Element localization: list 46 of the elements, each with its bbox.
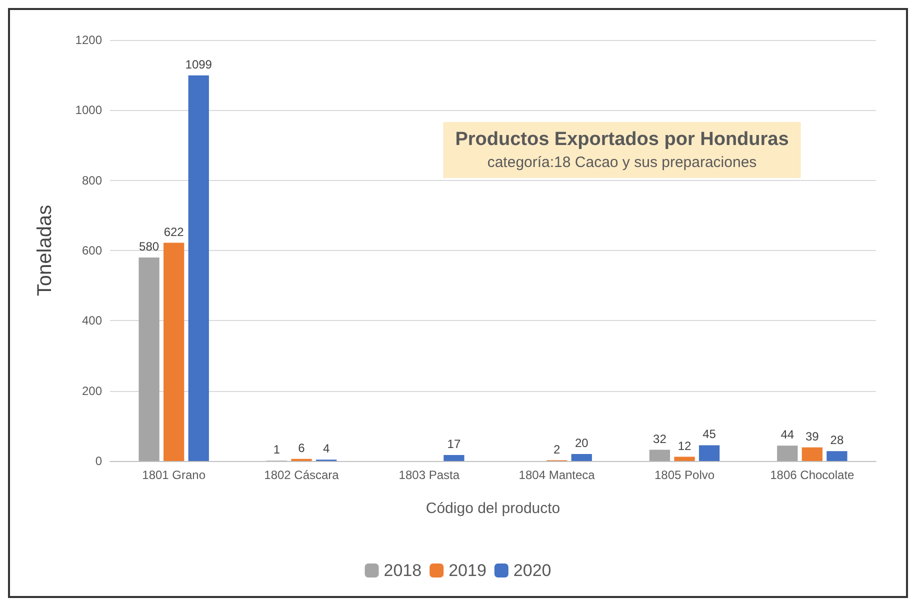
data-label: 44 xyxy=(780,428,794,442)
bar xyxy=(777,446,798,461)
x-tick-label: 1803 Pasta xyxy=(398,468,460,482)
data-label: 580 xyxy=(139,240,160,254)
legend-label: 2019 xyxy=(448,561,486,580)
data-label: 17 xyxy=(447,437,461,452)
data-label: 20 xyxy=(574,436,589,450)
x-tick-label: 1804 Manteca xyxy=(518,468,596,482)
data-label: 28 xyxy=(830,433,844,448)
y-tick-label: 800 xyxy=(82,173,102,188)
data-label: 1099 xyxy=(185,57,212,72)
y-tick-label: 1000 xyxy=(75,103,102,118)
data-label: 12 xyxy=(678,438,692,453)
legend-label: 2018 xyxy=(384,561,422,580)
legend-label: 2020 xyxy=(513,561,552,580)
data-label: 45 xyxy=(702,427,716,442)
bar xyxy=(698,445,720,461)
y-tick-label: 1200 xyxy=(75,33,102,47)
bar xyxy=(444,455,464,461)
bar xyxy=(164,242,184,461)
bar xyxy=(138,258,160,461)
x-tick-label: 1806 Chocolate xyxy=(770,468,855,482)
y-tick-label: 0 xyxy=(95,454,102,468)
data-label: 32 xyxy=(653,432,667,446)
data-label: 6 xyxy=(298,440,306,455)
bar xyxy=(188,75,209,461)
data-label: 39 xyxy=(805,429,820,444)
data-label: 622 xyxy=(164,224,184,239)
text: Productos Exportados por Honduras xyxy=(455,129,789,150)
bar xyxy=(826,451,848,461)
bar xyxy=(674,456,695,461)
x-axis-title: Código del producto xyxy=(426,500,560,517)
x-tick-label: 1801 Grano xyxy=(142,468,206,482)
data-label: 1 xyxy=(273,442,280,457)
bar xyxy=(571,454,592,461)
bar xyxy=(649,450,670,461)
data-label: 4 xyxy=(322,442,330,456)
y-axis-title: Toneladas xyxy=(34,204,56,296)
y-tick-label: 200 xyxy=(82,384,102,398)
text: categoría:18 Cacao y sus preparaciones xyxy=(487,154,757,171)
x-tick-label: 1805 Polvo xyxy=(654,468,715,482)
y-tick-label: 400 xyxy=(82,314,102,328)
data-label: 2 xyxy=(553,442,560,456)
bar xyxy=(802,447,822,461)
y-tick-label: 600 xyxy=(82,244,102,258)
x-tick-label: 1802 Cáscara xyxy=(264,468,340,482)
